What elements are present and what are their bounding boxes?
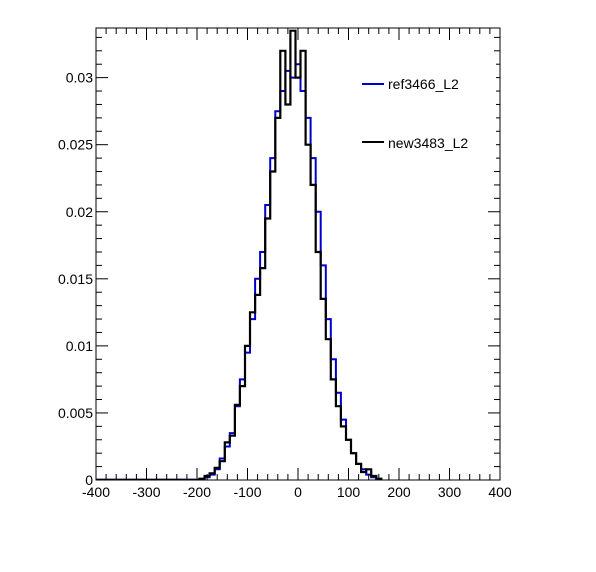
x-tick-label: -200 xyxy=(183,484,211,500)
series-line-new xyxy=(198,29,383,480)
y-tick-label: 0.03 xyxy=(66,70,93,86)
y-tick-label: 0 xyxy=(85,472,93,488)
x-tick-label: -400 xyxy=(82,484,110,500)
legend: ref3466_L2 new3483_L2 xyxy=(356,62,496,170)
x-tick-label: 400 xyxy=(488,484,512,500)
x-tick-label: 300 xyxy=(438,484,462,500)
x-tick-label: -300 xyxy=(132,484,160,500)
x-tick-label: 0 xyxy=(294,484,302,500)
axes-layer: -400 -300 -200 -100 0 100 200 300 400 0 0.005 0.01 0… xyxy=(58,28,512,500)
x-tick-label: 100 xyxy=(337,484,361,500)
x-tick-label: 200 xyxy=(387,484,411,500)
legend-label-new: new3483_L2 xyxy=(388,135,468,151)
y-tick-label: 0.02 xyxy=(66,204,93,220)
y-tick-label: 0.015 xyxy=(58,271,93,287)
y-tick-label: 0.005 xyxy=(58,405,93,421)
y-tick-label: 0.025 xyxy=(58,137,93,153)
y-tick-label: 0.01 xyxy=(66,338,93,354)
x-tick-label: -100 xyxy=(233,484,261,500)
legend-label-ref: ref3466_L2 xyxy=(388,76,459,92)
legend-box xyxy=(356,62,496,170)
